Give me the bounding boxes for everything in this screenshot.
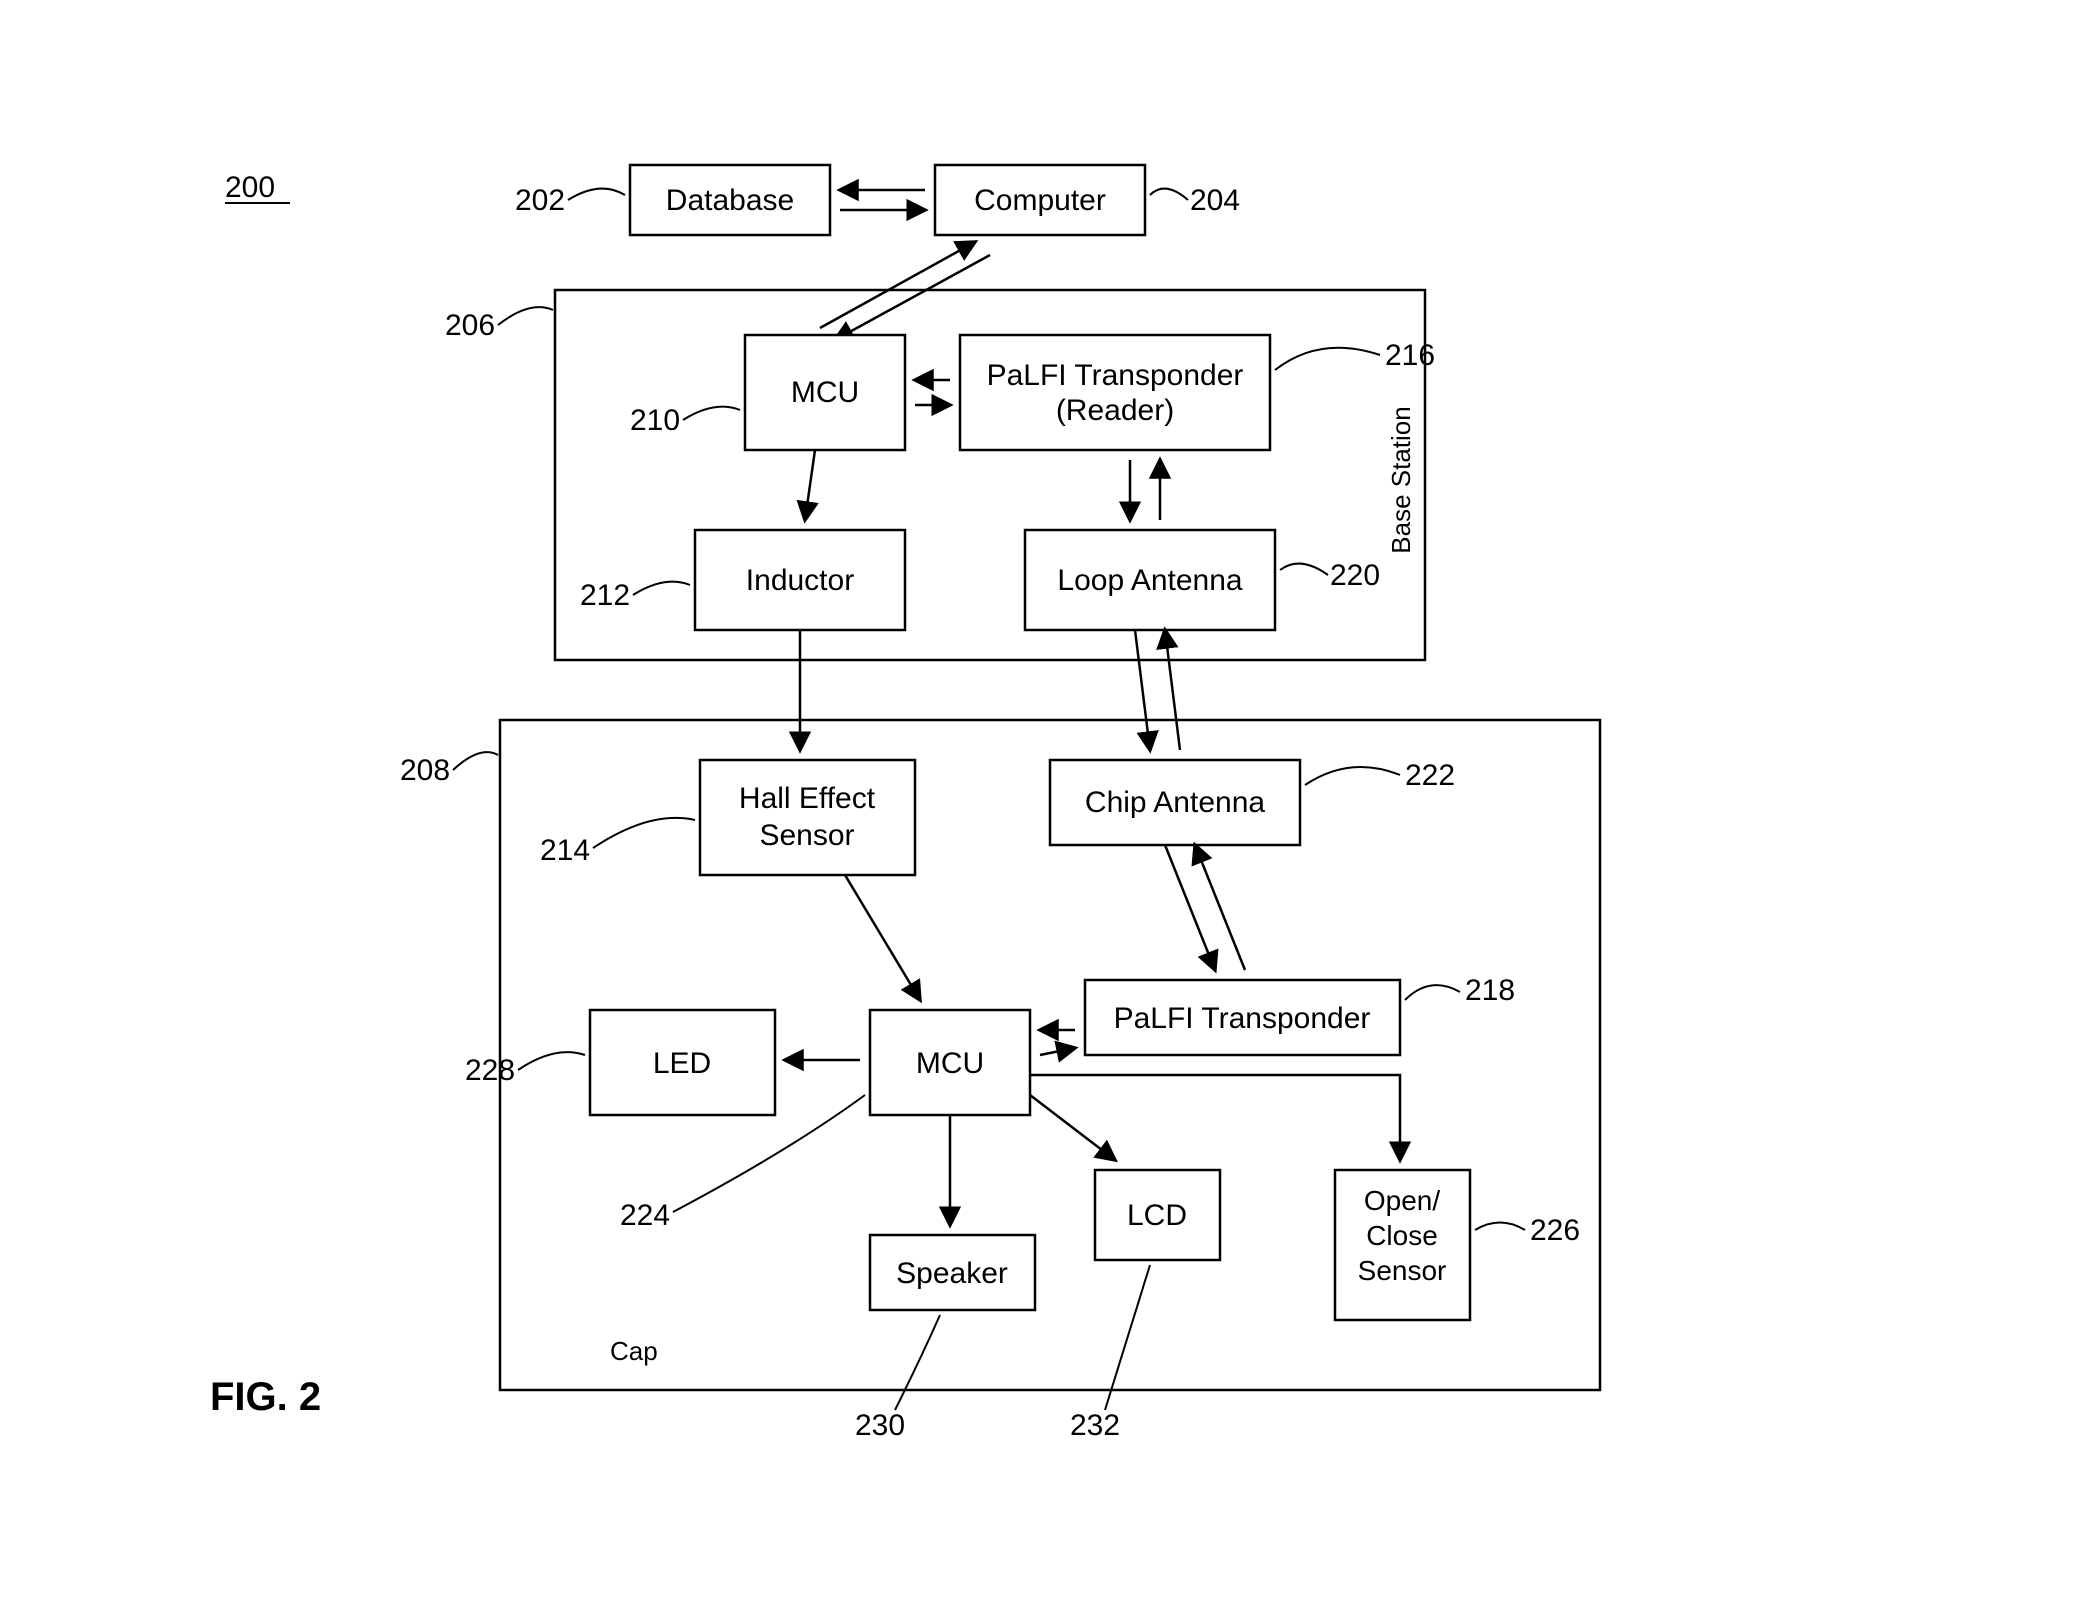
lead-206 [498,307,553,325]
base-station-label: Base Station [1386,406,1416,553]
hall-label1: Hall Effect [739,782,876,815]
ref-204: 204 [1190,184,1240,217]
ref-214: 214 [540,834,590,867]
figure-label: FIG. 2 [210,1375,321,1419]
speaker-label: Speaker [896,1257,1008,1290]
ref-206: 206 [445,309,495,342]
mcu1-label: MCU [791,376,859,409]
ref-220: 220 [1330,559,1380,592]
chip-antenna-label: Chip Antenna [1085,786,1265,819]
ref-212: 212 [580,579,630,612]
ocsensor-label1: Open/ [1364,1185,1440,1216]
palfi2-label: PaLFI Transponder [1114,1002,1371,1035]
ref-208: 208 [400,754,450,787]
hall-box [700,760,915,875]
lead-208 [453,752,498,770]
lead-204 [1150,189,1188,200]
mcu2-label: MCU [916,1047,984,1080]
inductor-label: Inductor [746,564,854,597]
database-label: Database [666,184,794,217]
palfi-reader-label1: PaLFI Transponder [987,359,1244,392]
block-diagram: 200 FIG. 2 Database Computer Base Statio… [0,0,2087,1609]
hall-label2: Sensor [759,819,854,852]
loop-antenna-label: Loop Antenna [1057,564,1243,597]
ref-232: 232 [1070,1409,1120,1442]
ocsensor-label2: Close [1366,1220,1438,1251]
lcd-label: LCD [1127,1199,1187,1232]
computer-label: Computer [974,184,1106,217]
palfi-reader-box [960,335,1270,450]
ref-226: 226 [1530,1214,1580,1247]
ref-202: 202 [515,184,565,217]
ref-228: 228 [465,1054,515,1087]
cap-label: Cap [610,1336,658,1366]
palfi-reader-label2: (Reader) [1056,394,1174,427]
ref-224: 224 [620,1199,670,1232]
led-label: LED [653,1047,711,1080]
ref-230: 230 [855,1409,905,1442]
ref-216: 216 [1385,339,1435,372]
lead-202 [568,189,625,200]
ref-210: 210 [630,404,680,437]
ref-222: 222 [1405,759,1455,792]
ocsensor-label3: Sensor [1358,1255,1447,1286]
ref-218: 218 [1465,974,1515,1007]
figure-ref: 200 [225,171,275,204]
